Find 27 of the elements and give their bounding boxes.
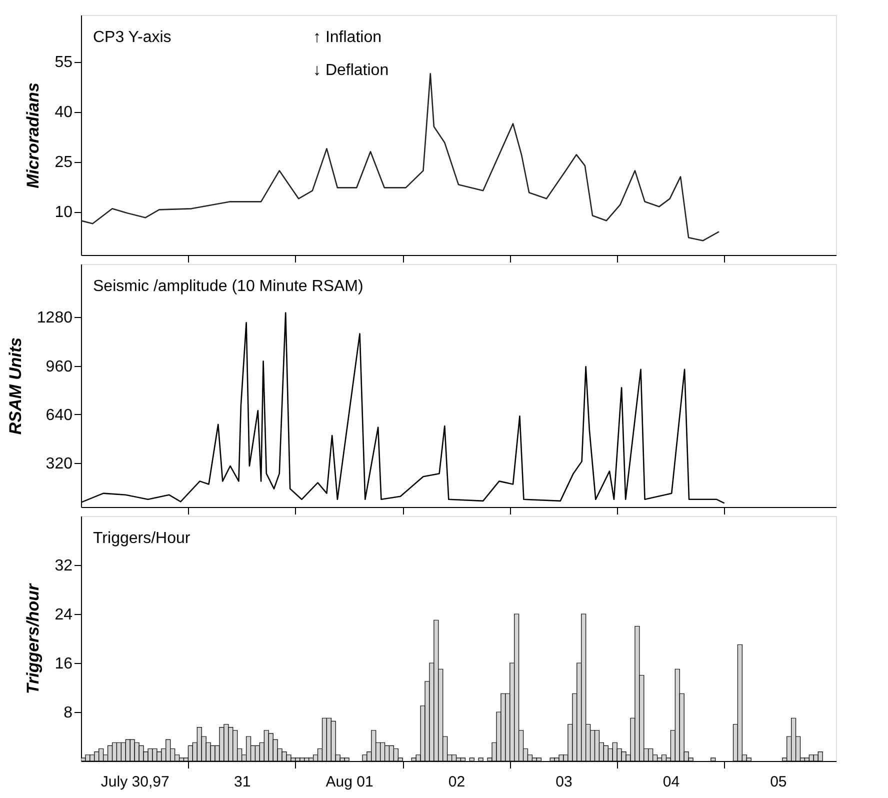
- y-tick-label: 24: [54, 606, 73, 624]
- x-tick-label: July 30,97: [100, 774, 170, 790]
- x-tick-label: 31: [234, 774, 251, 790]
- x-tick-label: 04: [662, 774, 680, 790]
- y-axis-title: RSAM Units: [6, 337, 25, 435]
- y-tick-label: 10: [54, 204, 73, 222]
- annotation: Triggers/Hour: [93, 530, 191, 547]
- y-axis-title: Microradians: [24, 82, 43, 188]
- annotation: Seismic /amplitude (10 Minute RSAM): [93, 278, 364, 295]
- y-axis-title: Triggers/hour: [24, 582, 43, 694]
- y-tick-label: 25: [54, 154, 73, 172]
- y-tick-label: 32: [54, 558, 73, 574]
- y-tick-label: 16: [54, 656, 73, 672]
- y-tick-label: 1280: [36, 310, 73, 327]
- y-tick-label: 55: [54, 54, 73, 72]
- y-tick-label: 40: [54, 104, 73, 122]
- annotation: CP3 Y-axis: [93, 29, 172, 46]
- x-tick-label: Aug 01: [326, 774, 374, 790]
- annotation: ↓ Deflation: [313, 62, 389, 79]
- y-tick-label: 960: [46, 358, 73, 376]
- x-tick-label: 03: [556, 774, 572, 790]
- x-tick-label: 02: [448, 774, 466, 790]
- x-tick-label: 05: [770, 774, 787, 790]
- y-tick-label: 640: [46, 406, 73, 424]
- annotation: ↑ Inflation: [313, 29, 382, 46]
- y-tick-label: 8: [64, 704, 73, 722]
- y-tick-label: 320: [46, 455, 73, 472]
